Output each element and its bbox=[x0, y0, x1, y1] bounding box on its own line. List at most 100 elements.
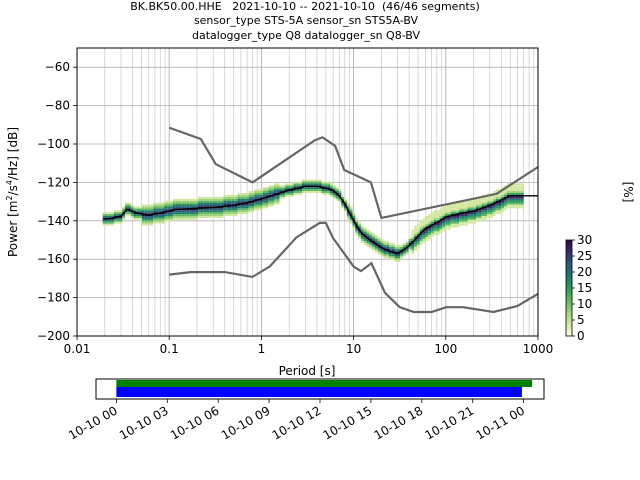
psd-density-cell bbox=[492, 210, 496, 213]
psd-density-cell bbox=[405, 240, 409, 243]
psd-density-cell bbox=[476, 214, 479, 216]
psd-density-cell bbox=[273, 194, 277, 197]
psd-density-cell bbox=[341, 206, 345, 209]
psd-density-cell bbox=[467, 219, 471, 222]
psd-density-cell bbox=[105, 216, 109, 218]
psd-density-cell bbox=[492, 194, 496, 197]
colorbar-tick-label: 20 bbox=[577, 265, 592, 279]
psd-density-cell bbox=[130, 216, 134, 218]
psd-density-cell bbox=[464, 200, 468, 203]
psd-density-cell bbox=[428, 219, 432, 222]
psd-density-cell bbox=[313, 187, 317, 190]
psd-density-cell bbox=[492, 208, 496, 211]
psd-density-cell bbox=[257, 194, 260, 197]
psd-density-cell bbox=[217, 212, 221, 215]
psd-density-cell bbox=[490, 216, 493, 218]
psd-density-cell bbox=[136, 217, 140, 220]
psd-density-cell bbox=[147, 221, 151, 224]
psd-density-cell bbox=[338, 200, 342, 203]
psd-density-cell bbox=[360, 231, 364, 234]
psd-density-cell bbox=[251, 208, 255, 211]
psd-density-cell bbox=[355, 233, 359, 236]
psd-density-cell bbox=[518, 198, 521, 201]
psd-density-cell bbox=[172, 217, 176, 220]
psd-density-cell bbox=[377, 246, 381, 249]
psd-density-cell bbox=[268, 196, 272, 199]
psd-density-cell bbox=[445, 208, 448, 211]
psd-density-cell bbox=[229, 202, 232, 205]
psd-density-cell bbox=[181, 206, 185, 209]
psd-density-cell bbox=[366, 235, 370, 238]
psd-density-cell bbox=[184, 212, 187, 215]
psd-density-cell bbox=[299, 183, 302, 186]
psd-density-cell bbox=[220, 196, 224, 199]
psd-density-cell bbox=[520, 185, 524, 188]
psd-density-cell bbox=[515, 191, 519, 193]
psd-density-cell bbox=[377, 237, 381, 240]
psd-density-cell bbox=[226, 210, 230, 213]
psd-density-cell bbox=[467, 202, 471, 205]
psd-density-cell bbox=[484, 210, 488, 213]
psd-density-cell bbox=[170, 219, 173, 222]
psd-density-cell bbox=[515, 189, 519, 192]
psd-density-cell bbox=[324, 185, 328, 188]
psd-density-cell bbox=[198, 198, 201, 201]
psd-density-cell bbox=[473, 217, 477, 220]
psd-density-cell bbox=[324, 183, 328, 186]
psd-density-cell bbox=[425, 239, 429, 241]
psd-density-cell bbox=[467, 212, 471, 215]
psd-density-cell bbox=[419, 239, 423, 241]
psd-density-cell bbox=[487, 196, 491, 199]
psd-density-cell bbox=[251, 198, 255, 201]
psd-density-cell bbox=[276, 198, 280, 201]
psd-density-cell bbox=[501, 194, 505, 197]
psd-density-cell bbox=[209, 210, 213, 213]
psd-density-cell bbox=[192, 206, 196, 209]
psd-density-cell bbox=[349, 219, 353, 222]
psd-density-cell bbox=[262, 206, 266, 209]
psd-density-cell bbox=[265, 189, 269, 192]
psd-density-cell bbox=[296, 181, 300, 184]
psd-density-cell bbox=[394, 260, 398, 263]
psd-density-cell bbox=[214, 214, 218, 216]
psd-density-cell bbox=[467, 214, 471, 216]
psd-density-cell bbox=[203, 200, 207, 203]
psd-density-cell bbox=[363, 233, 367, 236]
psd-density-cell bbox=[195, 210, 199, 213]
psd-density-cell bbox=[195, 212, 199, 215]
psd-density-cell bbox=[380, 254, 384, 257]
psd-density-cell bbox=[262, 189, 266, 192]
psd-density-cell bbox=[411, 239, 415, 241]
psd-density-cell bbox=[113, 221, 117, 224]
psd-density-cell bbox=[459, 223, 462, 226]
psd-density-cell bbox=[346, 214, 350, 216]
psd-density-cell bbox=[276, 189, 280, 192]
psd-density-cell bbox=[170, 206, 173, 209]
psd-density-cell bbox=[498, 198, 502, 201]
psd-density-cell bbox=[386, 246, 389, 249]
psd-density-cell bbox=[498, 204, 502, 207]
psd-density-cell bbox=[386, 242, 389, 245]
psd-density-cell bbox=[495, 196, 499, 199]
psd-density-cell bbox=[259, 198, 263, 201]
psd-density-cell bbox=[164, 202, 168, 205]
psd-density-cell bbox=[445, 219, 448, 222]
psd-density-cell bbox=[504, 189, 507, 192]
psd-density-cell bbox=[498, 189, 502, 192]
psd-density-cell bbox=[403, 244, 406, 247]
psd-density-cell bbox=[403, 250, 406, 253]
psd-density-cell bbox=[352, 212, 356, 215]
psd-density-cell bbox=[383, 240, 387, 243]
psd-density-cell bbox=[212, 210, 215, 213]
psd-density-cell bbox=[394, 248, 398, 251]
psd-density-cell bbox=[156, 202, 159, 205]
psd-density-cell bbox=[414, 227, 418, 230]
psd-density-cell bbox=[461, 214, 465, 216]
psd-density-cell bbox=[490, 202, 493, 205]
psd-density-cell bbox=[203, 202, 207, 205]
psd-density-cell bbox=[170, 204, 173, 207]
psd-density-cell bbox=[203, 198, 207, 201]
psd-density-cell bbox=[262, 192, 266, 195]
psd-density-cell bbox=[447, 214, 451, 216]
